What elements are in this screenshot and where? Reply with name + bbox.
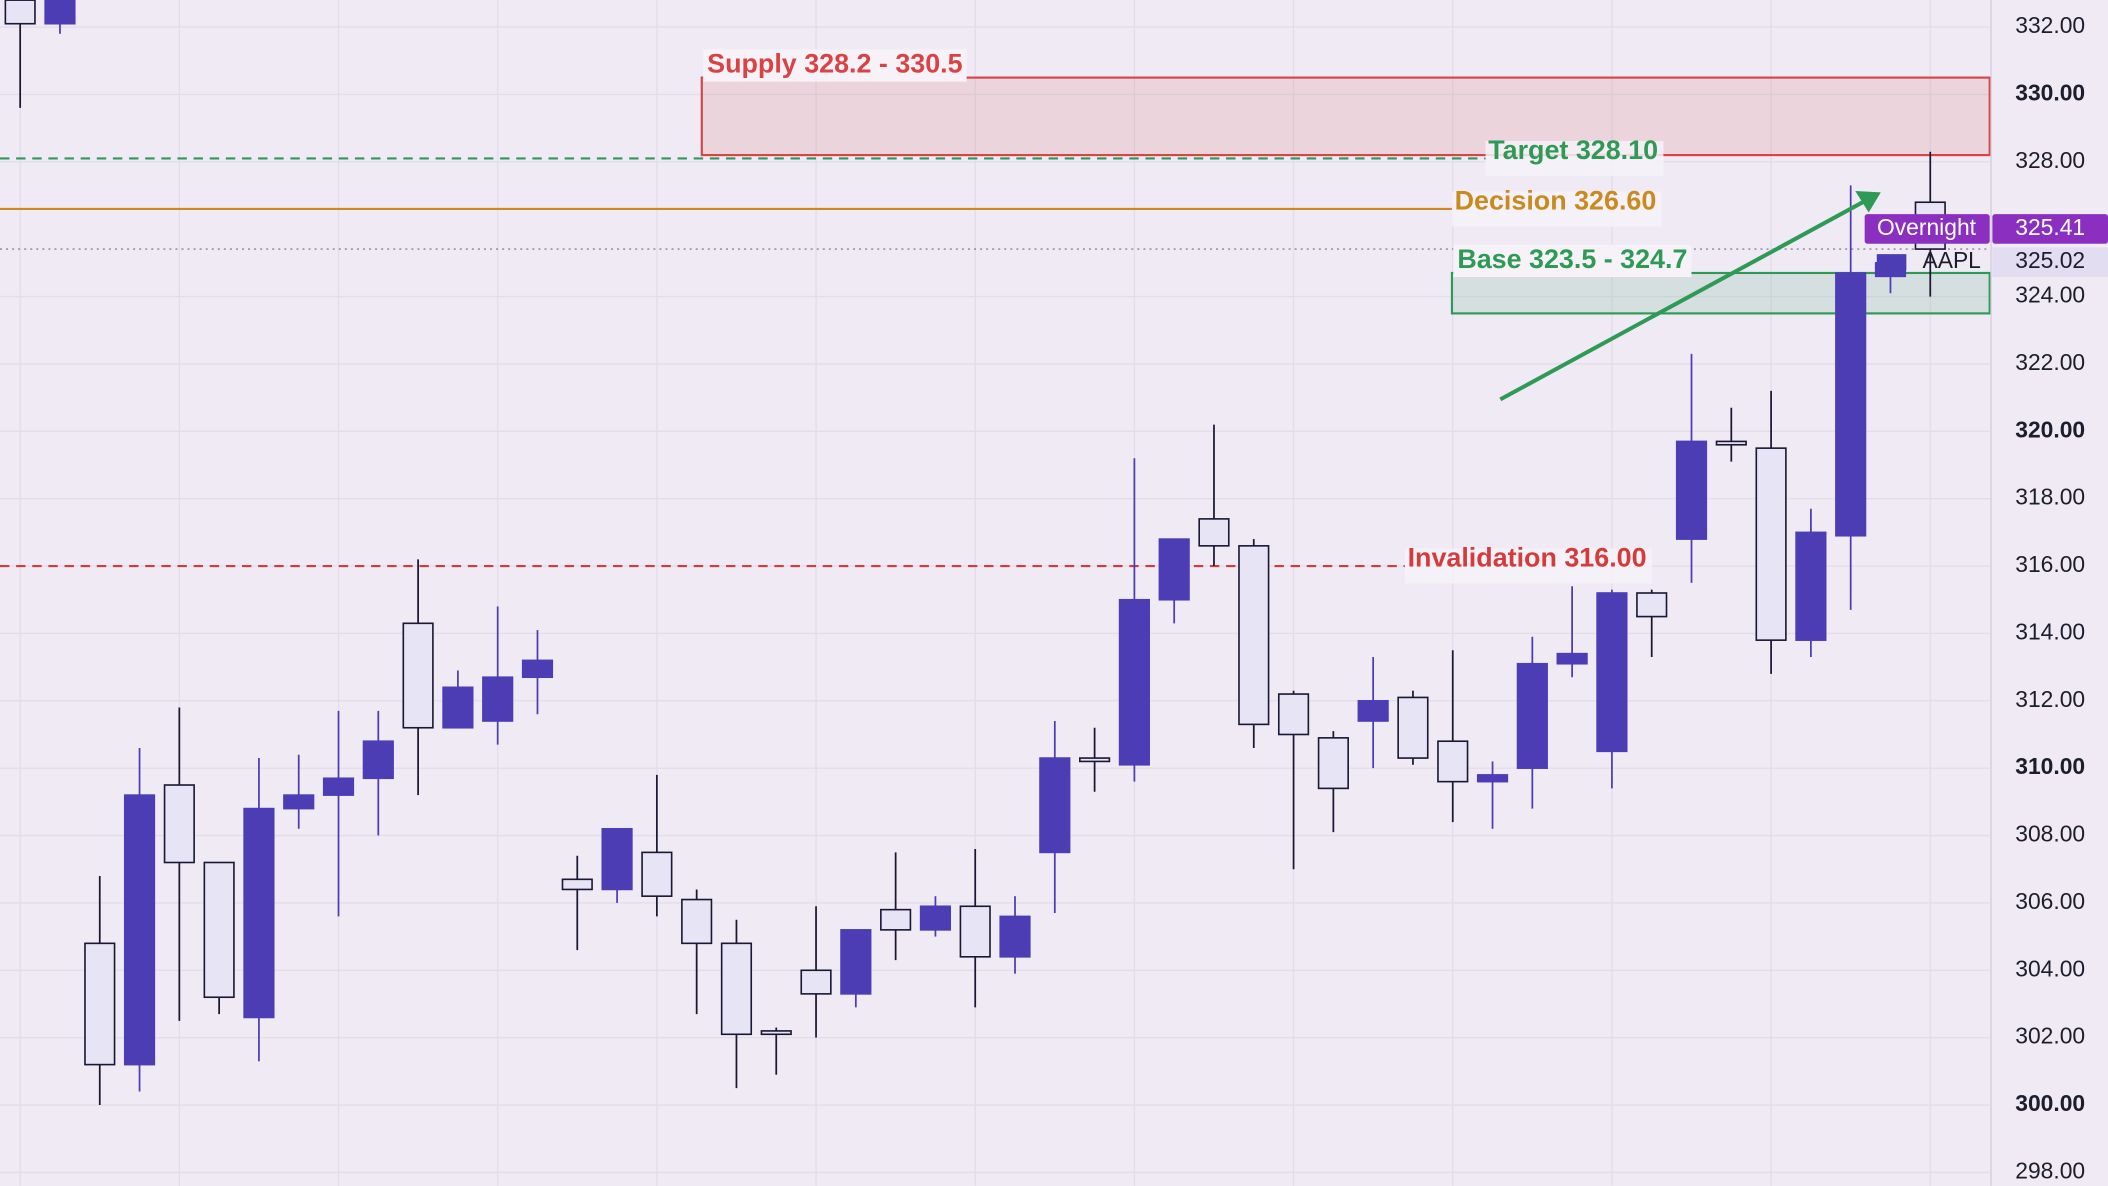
candle-body [641,851,673,897]
axis-price-tag [1992,247,2108,277]
trend-arrow [1499,191,1881,402]
labels: Supply 328.2 - 330.5 Base 323.5 - 324.7 Ta… [703,49,1990,584]
zone-label: Base 323.5 - 324.7 [1457,244,1687,274]
y-tick-label: 312.00 [2015,686,2085,712]
candle-body [84,942,116,1066]
candle-body [1079,757,1111,763]
candle-body [1238,545,1270,726]
symbol-icon [1876,254,1907,271]
candle-body [800,969,832,995]
candle-body [601,827,633,891]
candle-body [283,794,315,810]
arrow-head [1855,191,1881,213]
zone [700,76,1991,157]
candle-body [720,942,753,1036]
candle-body [1516,662,1548,769]
candle-body [1198,518,1230,547]
zones [700,76,1991,315]
y-tick-label: 320.00 [2015,416,2085,442]
candle-body [880,908,912,931]
candle-body [1835,272,1867,537]
axis-price-value: 325.41 [2015,214,2085,240]
candle-body [561,878,593,891]
level-label-bg [1485,140,1664,176]
candle-body [1317,737,1349,790]
candle-body [1675,440,1708,540]
candle-body [4,0,36,25]
y-tick-label: 302.00 [2015,1023,2085,1049]
zone-label-bg [1453,244,1692,278]
y-tick-label: 306.00 [2015,888,2085,914]
candle-body [1277,693,1310,736]
level-label: Decision 326.60 [1455,185,1657,215]
candle-body [123,794,156,1066]
level-label-bg [1404,548,1652,584]
arrow-line [1499,198,1867,402]
candle-body [999,915,1031,958]
candle-body [1039,757,1071,854]
zone-label: Supply 328.2 - 330.5 [707,49,962,79]
y-tick-label: 330.00 [2015,79,2085,105]
axis-price-value: 325.02 [2015,247,2085,273]
symbol-name: AAPL [1922,247,1980,273]
candle-body [681,898,713,945]
candle-body [1556,652,1588,665]
candle-body [163,784,195,864]
candle-body [959,905,991,958]
candle-body [44,0,76,25]
candle-body [322,777,355,796]
candle-body [402,622,434,729]
y-tick-label: 304.00 [2015,955,2085,981]
y-tick-label: 310.00 [2015,753,2085,779]
candle-body [362,740,394,780]
candle-body [442,686,474,729]
level-label: Target 328.10 [1488,135,1658,165]
candle-body [1437,740,1469,783]
candle-body [1636,592,1668,618]
candle-body [1755,447,1787,641]
candle-body [760,1030,792,1036]
price-tag-name: Overnight [1877,214,1977,240]
price-tag [1864,214,1990,244]
candle-body [1397,696,1429,759]
y-tick-label: 318.00 [2015,484,2085,510]
y-tick-label: 314.00 [2015,618,2085,644]
price-axis: 298.00 300.00 302.00 304.00 306.00 308.00 310.… [1992,12,2108,1183]
y-tick-label: 332.00 [2015,12,2085,38]
y-tick-label: 308.00 [2015,821,2085,847]
candle-body [1715,440,1747,446]
candle-body [243,807,275,1019]
candles [4,0,1946,1106]
y-tick-label: 316.00 [2015,551,2085,577]
candle-body [1118,598,1150,766]
candle-body [521,659,554,679]
candle-body [1357,699,1389,722]
y-tick-label: 322.00 [2015,349,2085,375]
grid [0,0,1990,1186]
candle-body [203,861,235,999]
y-tick-label: 298.00 [2015,1157,2085,1183]
candle-body [1158,538,1190,601]
candle-body [1476,774,1509,783]
axis-price-tag [1992,214,2108,244]
zone-label-bg [703,49,967,82]
candle-body [919,905,952,931]
candle-body [1795,531,1827,641]
level-label: Invalidation 316.00 [1408,542,1647,572]
y-tick-label: 300.00 [2015,1090,2085,1116]
y-tick-label: 328.00 [2015,147,2085,173]
level-label-bg [1451,191,1662,227]
candle-body [482,676,514,722]
y-tick-label: 324.00 [2015,282,2085,308]
candle-body [1596,592,1628,753]
candle-body [840,929,872,995]
